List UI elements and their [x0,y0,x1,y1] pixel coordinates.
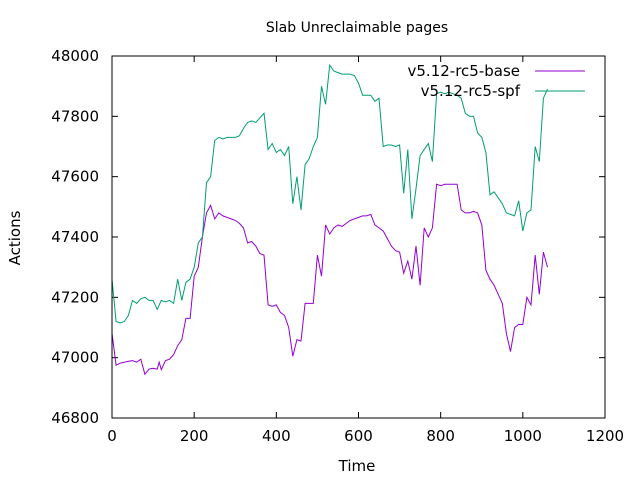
y-axis-label: Actions [6,210,24,265]
x-axis-label: Time [338,457,376,475]
y-tick-label: 47000 [51,349,99,367]
series-lines [111,63,548,376]
series-line-1 [111,63,548,324]
plot-frame [111,55,606,419]
x-tick-label: 1200 [586,427,624,445]
x-tick-label: 600 [344,427,373,445]
y-tick-label: 48000 [51,47,99,65]
y-tick-label: 47800 [51,107,99,125]
y-tick-label: 47400 [51,228,99,246]
x-tick-label: 1000 [504,427,542,445]
y-tick-label: 47200 [51,288,99,306]
legend-label-spf: v5.12-rc5-spf [421,82,521,100]
x-tick-label: 200 [180,427,209,445]
x-tick-label: 800 [426,427,455,445]
chart-title: Slab Unreclaimable pages [266,20,448,36]
x-tick-label: 0 [107,427,117,445]
legend-label-base: v5.12-rc5-base [408,62,521,80]
axis-ticks: 0 200 400 600 800 1000 1200 46800 47000 47200 4740… [51,47,624,445]
series-line-0 [111,183,548,376]
y-tick-label: 47600 [51,168,99,186]
x-tick-label: 400 [262,427,291,445]
y-tick-label: 46800 [51,409,99,427]
legend: v5.12-rc5-base v5.12-rc5-spf [408,62,585,100]
